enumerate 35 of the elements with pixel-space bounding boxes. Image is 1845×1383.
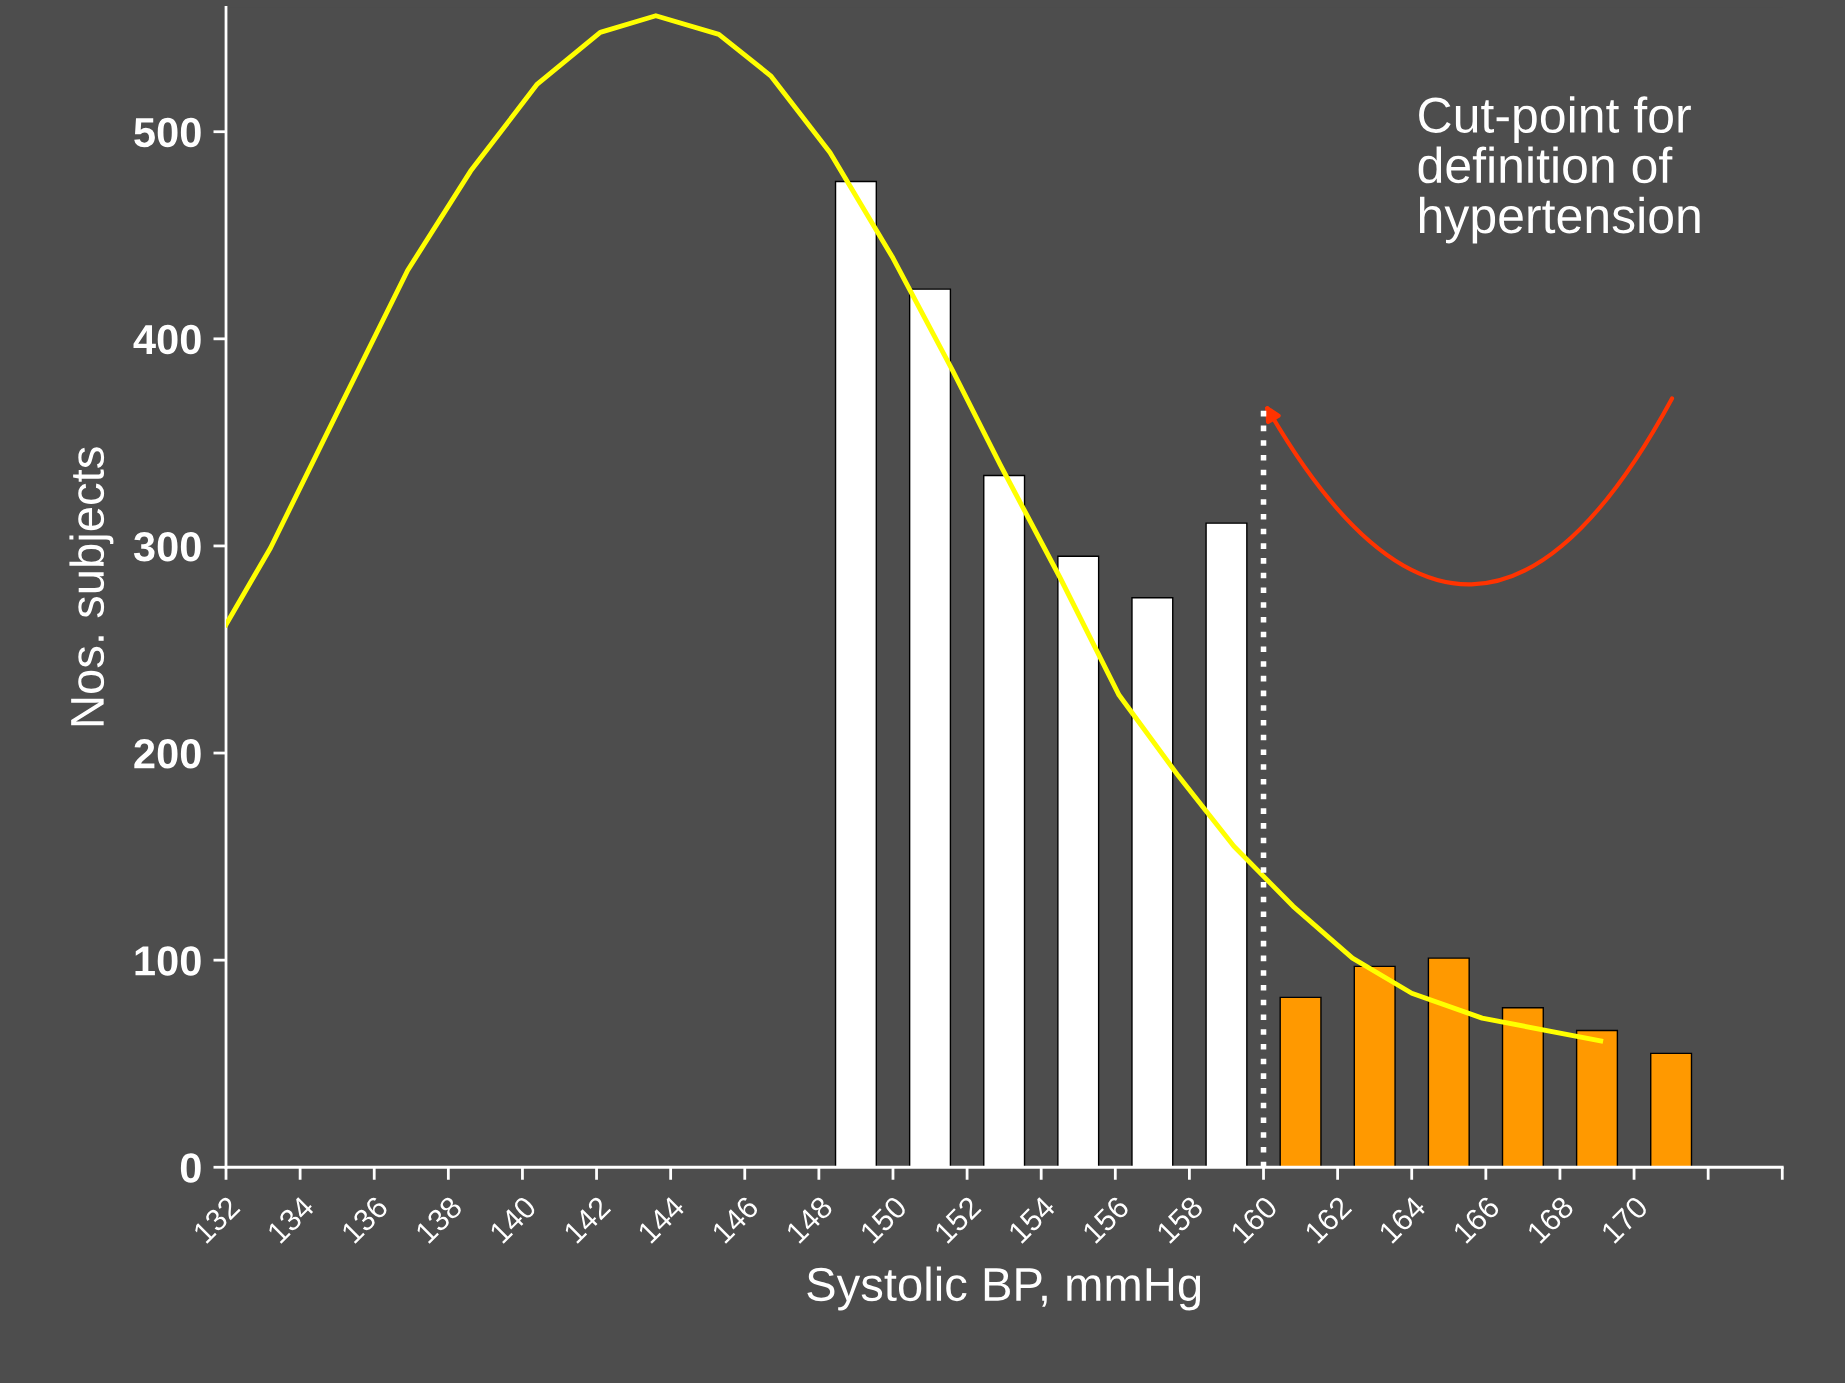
bar: [1279, 996, 1322, 1168]
ref-line-label: Cut-point for definition of hypertension: [1418, 96, 1700, 244]
x-tick-label: 156: [1081, 1195, 1131, 1244]
y-tick-label: 500: [134, 117, 201, 148]
y-tick-label: 0: [180, 1153, 201, 1183]
bar: [1427, 957, 1470, 1168]
y-tick-label: 300: [133, 531, 201, 562]
bar: [1353, 965, 1396, 1168]
x-tick-label: 144: [637, 1195, 686, 1244]
x-axis-title: Systolic BP, mmHg: [807, 1266, 1201, 1311]
x-tick-label: 166: [1452, 1195, 1501, 1244]
y-tick-label: 200: [134, 739, 201, 769]
x-tick-label: 140: [488, 1195, 538, 1244]
x-tick-label: 136: [340, 1195, 390, 1244]
x-tick-label: 142: [562, 1195, 612, 1244]
x-tick-label: 152: [933, 1195, 982, 1244]
bar: [1501, 1007, 1544, 1168]
x-tick-label: 146: [710, 1195, 760, 1244]
x-tick-label: 138: [414, 1195, 464, 1244]
bar: [1650, 1052, 1693, 1168]
x-tick-label: 170: [1600, 1195, 1650, 1244]
x-tick-label: 154: [1007, 1195, 1057, 1244]
y-tick-label: 400: [133, 324, 201, 355]
bar: [1575, 1029, 1619, 1168]
x-tick-label: 164: [1377, 1194, 1427, 1244]
y-tick-label: 100: [135, 946, 201, 976]
x-tick-label: 162: [1303, 1195, 1353, 1244]
x-tick-label: 160: [1229, 1195, 1279, 1244]
x-tick-label: 150: [859, 1195, 909, 1244]
x-tick-label: 132: [192, 1195, 241, 1244]
x-tick-label: 168: [1526, 1195, 1575, 1244]
y-axis-title: Nos. subjects: [69, 447, 114, 726]
x-tick-label: 134: [266, 1194, 316, 1244]
x-tick-label: 158: [1155, 1195, 1205, 1244]
x-tick-label: 148: [785, 1195, 834, 1244]
